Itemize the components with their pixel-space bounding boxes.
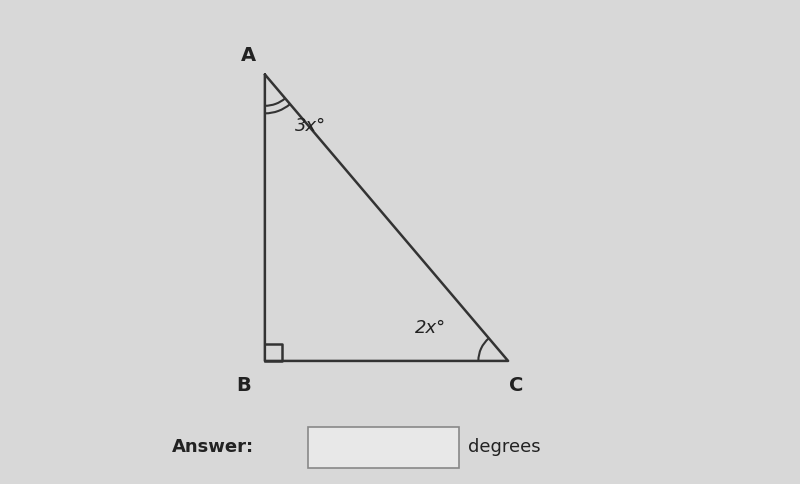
Text: 3x°: 3x° xyxy=(294,117,326,135)
Text: Answer:: Answer: xyxy=(172,439,254,456)
Text: degrees: degrees xyxy=(467,439,540,456)
Text: C: C xyxy=(509,376,523,395)
Text: A: A xyxy=(241,46,256,65)
Bar xyxy=(308,427,459,468)
Text: B: B xyxy=(236,376,250,395)
Text: 2x°: 2x° xyxy=(415,318,446,336)
